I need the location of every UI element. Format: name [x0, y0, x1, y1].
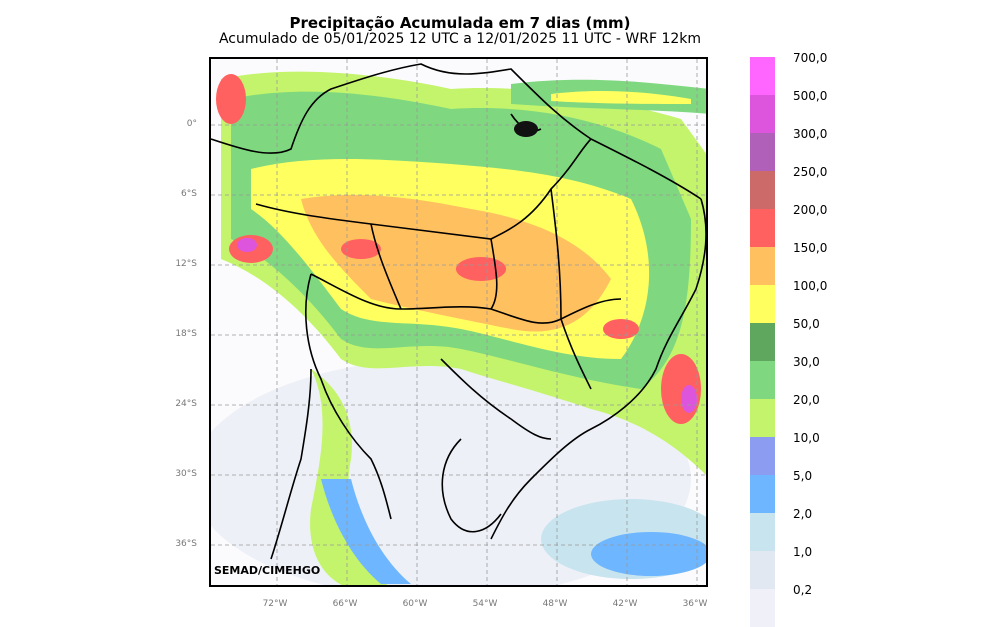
- lat-label-12s: 12°S: [175, 259, 197, 269]
- colorbar-label: 5,0: [793, 469, 813, 483]
- colorbar-label: 100,0: [793, 279, 828, 293]
- colorbar-label: 700,0: [793, 51, 828, 65]
- map-title: Precipitação Acumulada em 7 dias (mm): [289, 14, 631, 32]
- colorbar-label: 200,0: [793, 203, 828, 217]
- lon-label-48w: 48°W: [542, 599, 568, 609]
- colorbar-swatch: [750, 285, 775, 323]
- lat-label-36s: 36°S: [175, 539, 197, 549]
- precipitation-map: SEMAD/CIMEHGO: [209, 57, 708, 587]
- colorbar-swatch: [750, 437, 775, 475]
- colorbar-label: 250,0: [793, 165, 828, 179]
- colorbar-label: 2,0: [793, 507, 813, 521]
- precip-heavy-areas: [216, 74, 701, 424]
- lon-label-54w: 54°W: [472, 599, 498, 609]
- colorbar-swatch: [750, 475, 775, 513]
- colorbar-swatch: [750, 399, 775, 437]
- colorbar-label: 20,0: [793, 393, 820, 407]
- colorbar-label: 0,2: [793, 583, 813, 597]
- lat-label-18s: 18°S: [175, 329, 197, 339]
- colorbar-swatch: [750, 589, 775, 627]
- colorbar-swatch: [750, 209, 775, 247]
- colorbar-label: 150,0: [793, 241, 828, 255]
- colorbar-label: 30,0: [793, 355, 820, 369]
- colorbar-swatch: [750, 361, 775, 399]
- country-state-borders: [211, 63, 706, 560]
- colorbar-swatch: [750, 133, 775, 171]
- precipitation-field: [211, 59, 706, 585]
- colorbar-label: 300,0: [793, 127, 828, 141]
- colorbar-label: 500,0: [793, 89, 828, 103]
- colorbar-label: 50,0: [793, 317, 820, 331]
- colorbar-label: 1,0: [793, 545, 813, 559]
- colorbar-swatch: [750, 513, 775, 551]
- lon-label-36w: 36°W: [682, 599, 708, 609]
- map-subtitle: Acumulado de 05/01/2025 12 UTC a 12/01/2…: [218, 31, 702, 47]
- colorbar-swatch: [750, 323, 775, 361]
- lon-label-42w: 42°W: [612, 599, 638, 609]
- lon-label-66w: 66°W: [332, 599, 358, 609]
- lat-label-24s: 24°S: [175, 399, 197, 409]
- colorbar-swatch: [750, 95, 775, 133]
- colorbar-label: 10,0: [793, 431, 820, 445]
- map-credit: SEMAD/CIMEHGO: [214, 564, 321, 577]
- precip-atlantic-band: [511, 79, 706, 114]
- colorbar-swatch: [750, 57, 775, 95]
- colorbar-swatch: [750, 247, 775, 285]
- lat-label-6s: 6°S: [181, 189, 197, 199]
- colorbar-swatch: [750, 171, 775, 209]
- lat-label-0: 0°: [186, 119, 197, 129]
- lon-label-60w: 60°W: [402, 599, 428, 609]
- amazon-estuary: [514, 121, 538, 137]
- precip-andes-strip: [310, 369, 411, 585]
- lon-label-72w: 72°W: [262, 599, 288, 609]
- lat-label-30s: 30°S: [175, 469, 197, 479]
- colorbar-swatch: [750, 551, 775, 589]
